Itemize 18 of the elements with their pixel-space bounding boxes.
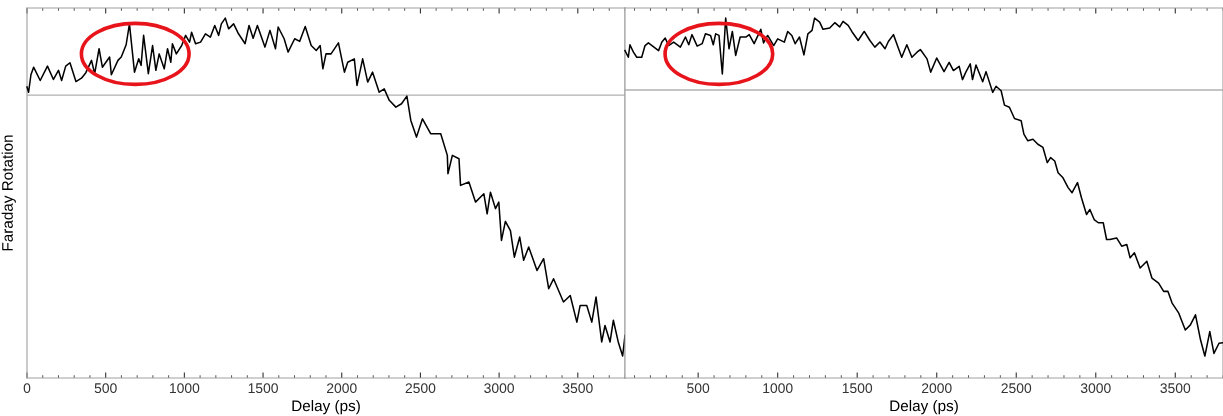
x-tick-label: 2000 — [921, 383, 952, 394]
x-tick-label: 1000 — [169, 383, 200, 394]
x-axis-title: Delay (ps) — [292, 399, 360, 415]
x-tick-label: 1000 — [763, 383, 793, 394]
x-tick-label: 3500 — [1160, 383, 1191, 394]
x-tick-label: 0 — [23, 383, 31, 394]
x-tick-label: 500 — [687, 383, 710, 394]
x-tick-label: 500 — [94, 383, 117, 394]
x-tick-label: 2000 — [326, 383, 357, 394]
x-tick-label: 3000 — [1080, 383, 1111, 394]
x-tick-label: 1500 — [842, 383, 873, 394]
y-axis-title: Faraday Rotation — [1, 135, 16, 251]
x-tick-label: 2500 — [405, 383, 436, 394]
x-tick-label: 1500 — [248, 383, 278, 394]
x-tick-label: 3000 — [484, 383, 515, 394]
x-tick-label: 2500 — [1001, 383, 1032, 394]
x-tick-label: 3500 — [562, 383, 593, 394]
x-axis-title: Delay (ps) — [890, 399, 958, 415]
